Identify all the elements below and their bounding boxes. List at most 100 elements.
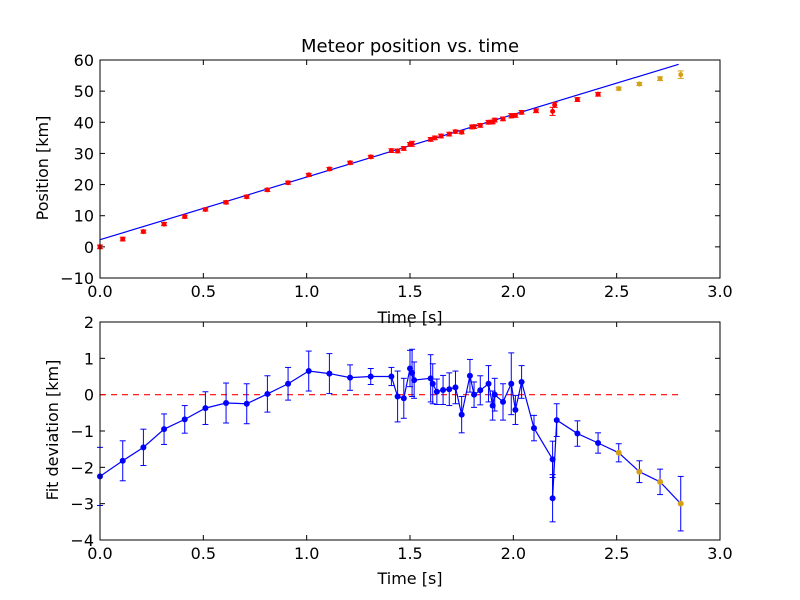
measured-point (595, 91, 601, 97)
measured-point (223, 199, 229, 205)
deviation-y-tick-label: −4 (70, 531, 94, 550)
position-chart: Meteor position vs. time 0.0 0.5 1.0 1.5 2.0… (33, 36, 733, 327)
extrapolated-point (636, 81, 642, 87)
deviation-point (458, 411, 465, 418)
deviation-point (347, 374, 354, 381)
measured-point (161, 221, 167, 227)
measured-point (326, 166, 332, 172)
deviation-x-axis-label: Time [s] (376, 569, 442, 588)
position-x-tick-label: 0.5 (191, 282, 216, 301)
deviation-point (531, 425, 537, 432)
deviation-point (485, 380, 492, 387)
deviation-x-tick-label: 1.5 (397, 544, 422, 563)
deviation-point (595, 439, 602, 446)
deviation-point (471, 391, 478, 398)
position-plot-frame (99, 59, 721, 279)
deviation-point (433, 388, 440, 395)
extrapolated-point (616, 86, 622, 92)
deviation-point (549, 456, 556, 463)
measured-point (519, 109, 525, 115)
deviation-y-tick-label: −1 (70, 422, 94, 441)
deviation-point (285, 380, 292, 387)
deviation-point (367, 373, 374, 380)
measured-point (432, 135, 438, 141)
measured-point (471, 124, 477, 130)
deviation-x-tick-label: 0.0 (87, 544, 112, 563)
measured-point (182, 214, 188, 220)
measured-point (368, 154, 374, 160)
deviation-point (553, 417, 560, 424)
measured-point (120, 236, 126, 242)
extrapolated-point (678, 72, 684, 78)
measured-point (140, 229, 146, 235)
deviation-x-tick-label: 3.0 (707, 544, 732, 563)
deviation-point (400, 395, 407, 402)
deviation-y-tick-label: −2 (70, 458, 94, 477)
measured-point (306, 172, 312, 178)
deviation-y-tick-label: −3 (70, 495, 94, 514)
measured-point (401, 145, 407, 151)
deviation-point (512, 406, 519, 413)
position-y-tick-label: 30 (74, 144, 94, 163)
deviation-point (440, 386, 447, 393)
measured-point (438, 133, 444, 139)
deviation-point (491, 391, 498, 398)
position-y-tick-label: 20 (74, 176, 94, 195)
deviation-point (500, 398, 506, 405)
position-x-tick-label: 1.0 (294, 282, 319, 301)
deviation-point (677, 500, 684, 507)
deviation-point (518, 378, 525, 385)
position-chart-title: Meteor position vs. time (301, 36, 519, 57)
deviation-point (119, 457, 126, 464)
deviation-plot-area: 0.0 0.5 1.0 1.5 2.0 2.5 3.0 −4 −3 −2 −1 0 1 2 (70, 313, 732, 563)
position-x-tick-label: 2.5 (604, 282, 629, 301)
position-plot-area: 0.0 0.5 1.0 1.5 2.0 2.5 3.0 −10 0 10 20 30 40 50 60 (60, 51, 732, 301)
deviation-point (549, 495, 556, 502)
position-x-tick-label: 2.0 (501, 282, 526, 301)
position-y-tick-label: 40 (74, 113, 94, 132)
measured-point (477, 122, 483, 128)
deviation-point (202, 405, 209, 412)
deviation-point (489, 402, 496, 409)
measured-point (202, 206, 208, 212)
measured-point (512, 112, 518, 118)
deviation-point (243, 400, 250, 407)
position-y-tick-label: 50 (74, 82, 94, 101)
deviation-point (264, 390, 271, 397)
measured-point (550, 108, 556, 114)
deviation-chart: 0.0 0.5 1.0 1.5 2.0 2.5 3.0 −4 −3 −2 −1 0 1 2 Time [s… (43, 313, 733, 588)
deviation-y-axis-label: Fit deviation [km] (43, 360, 62, 501)
measured-point (347, 160, 353, 166)
deviation-point (427, 375, 434, 382)
deviation-point (394, 393, 401, 400)
deviation-point (636, 468, 643, 475)
measured-point (409, 141, 415, 147)
deviation-point (446, 386, 453, 393)
measured-point (285, 180, 291, 186)
deviation-point (452, 384, 459, 391)
deviation-point (508, 380, 515, 387)
deviation-x-tick-label: 2.0 (501, 544, 526, 563)
measured-point (500, 116, 506, 122)
deviation-x-tick-label: 2.5 (604, 544, 629, 563)
measured-point (264, 187, 270, 193)
deviation-y-tick-label: 0 (84, 386, 94, 405)
deviation-point (615, 449, 622, 456)
measured-point (552, 102, 558, 108)
deviation-point (657, 478, 664, 485)
deviation-point (140, 444, 147, 451)
position-x-tick-label: 1.5 (397, 282, 422, 301)
position-y-axis-label: Position [km] (33, 116, 52, 221)
deviation-x-tick-label: 0.5 (191, 544, 216, 563)
measured-point (388, 148, 394, 154)
deviation-point (305, 368, 312, 375)
position-x-tick-label: 0.0 (87, 282, 112, 301)
position-y-tick-label: 0 (84, 238, 94, 257)
deviation-point (181, 416, 188, 423)
measured-point (574, 97, 580, 103)
deviation-y-tick-label: 2 (84, 313, 94, 332)
deviation-plot-frame (99, 321, 721, 541)
deviation-point (477, 387, 484, 394)
